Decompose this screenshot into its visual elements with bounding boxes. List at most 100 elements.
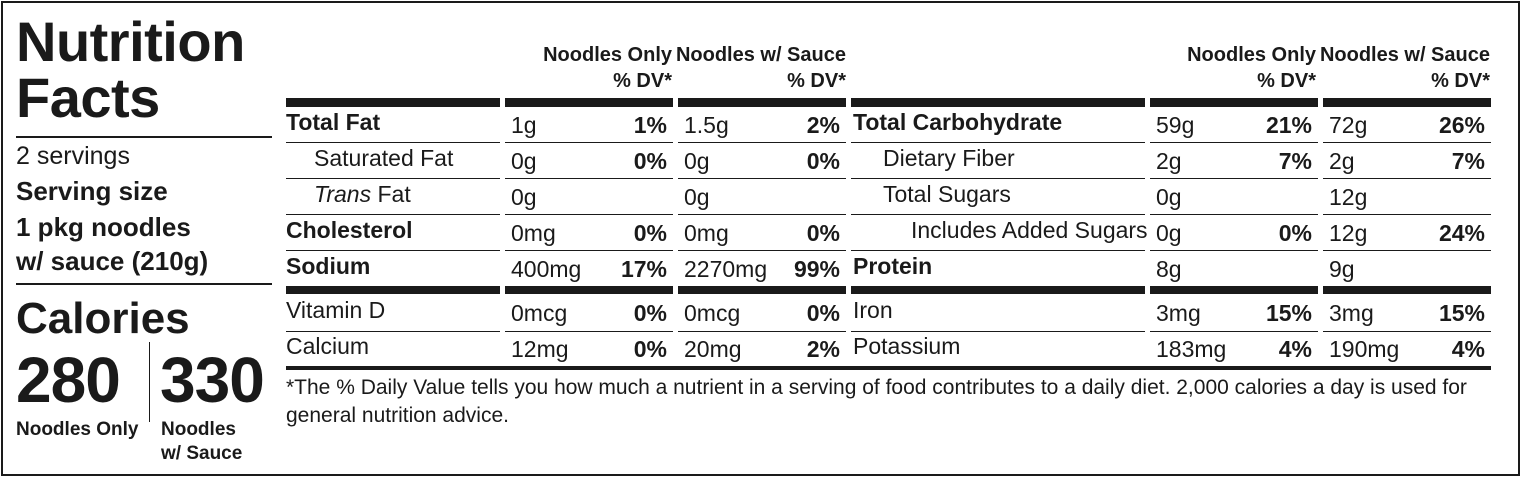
daily-value-percent: 15% [1438,300,1485,326]
header-right-col1-line1: Noodles Only [1187,44,1316,66]
nutrient-name: Sodium [286,253,371,279]
row-divider [505,142,673,143]
bar-mid-l3 [678,286,846,294]
daily-value-percent: 4% [1278,336,1312,362]
row-divider [851,178,1145,179]
calories-label-2a: Noodles [161,419,236,440]
calories-divider [149,342,150,422]
nutrient-amount: 2g [1156,148,1182,174]
bar-bottom [286,366,1491,370]
nutrient-name-rest: Fat [371,181,411,207]
nutrient-amount: 12g [1329,184,1368,210]
daily-value-percent: 21% [1265,112,1312,138]
row-divider [851,250,1145,251]
row-divider [851,142,1145,143]
title-line-2: Facts [16,66,160,129]
nutrient-amount: 0g [511,148,537,174]
daily-value-percent: 0% [806,148,840,174]
header-left-col2: Noodles w/ Sauce % DV* [672,42,846,94]
nutrient-amount: 1g [511,112,537,138]
calories-label-1a: Noodles Only [16,419,139,440]
row-divider [851,214,1145,215]
header-right-col2-line1: Noodles w/ Sauce [1319,44,1490,66]
daily-value-percent: 0% [806,220,840,246]
bar-mid-l1 [286,286,500,294]
nutrient-name: Dietary Fiber [883,145,1015,171]
calories-noodles-sauce: 330 [160,344,265,416]
row-divider [1323,214,1491,215]
nutrient-amount: 59g [1156,112,1195,138]
nutrient-name: Saturated Fat [314,145,454,171]
nutrient-name: Protein [853,253,933,279]
label-title: Nutrition Facts [16,14,272,126]
daily-value-percent: 17% [620,256,667,282]
nutrient-name: Cholesterol [286,217,413,243]
row-divider [678,178,846,179]
header-left-col2-line1: Noodles w/ Sauce [675,44,846,66]
calories-noodles-only-label: Noodles Only [16,418,138,442]
row-divider [1150,214,1318,215]
nutrient-amount: 0g [511,184,537,210]
header-left-col1-line2: % DV* [613,70,672,92]
nutrient-amount: 1.5g [684,112,729,138]
nutrient-amount: 3mg [1329,300,1374,326]
nutrient-amount: 0g [684,184,710,210]
nutrient-amount: 3mg [1156,300,1201,326]
daily-value-percent: 0% [633,220,667,246]
daily-value-percent: 1% [633,112,667,138]
nutrient-amount: 2270mg [684,256,768,282]
row-divider [1150,250,1318,251]
header-right-col1-line2: % DV* [1257,70,1316,92]
row-divider [1323,331,1491,332]
header-left-col1: Noodles Only % DV* [500,42,672,94]
row-divider [1323,142,1491,143]
calories-noodles-only: 280 [16,344,121,416]
nutrient-name: Vitamin D [286,297,386,323]
nutrient-amount: 0g [1156,220,1182,246]
row-divider [851,331,1145,332]
daily-value-percent: 2% [806,112,840,138]
title-rule [16,136,272,138]
nutrient-amount: 20mg [684,336,742,362]
bar-mid-r1 [851,286,1145,294]
header-left-col2-line2: % DV* [787,70,846,92]
row-divider [505,214,673,215]
nutrient-name: Potassium [853,333,961,359]
row-divider [1150,331,1318,332]
row-divider [678,214,846,215]
row-divider [1323,178,1491,179]
row-divider [286,250,500,251]
nutrient-name: Total Fat [286,109,381,135]
daily-value-percent: 26% [1438,112,1485,138]
daily-value-percent: 24% [1438,220,1485,246]
row-divider [505,250,673,251]
row-divider [286,214,500,215]
nutrient-name: Total Sugars [883,181,1011,207]
nutrient-amount: 190mg [1329,336,1400,362]
bar-top-l3 [678,98,846,107]
header-left-col1-line1: Noodles Only [543,44,672,66]
daily-value-percent: 0% [633,336,667,362]
row-divider [286,142,500,143]
daily-value-percent: 7% [1278,148,1312,174]
row-divider [678,331,846,332]
daily-value-percent: 0% [806,300,840,326]
daily-value-percent: 2% [806,336,840,362]
servings-per-container: 2 servings [16,142,130,170]
bar-mid-r3 [1323,286,1491,294]
nutrient-amount: 2g [1329,148,1355,174]
daily-value-percent: 0% [633,148,667,174]
nutrient-amount: 12g [1329,220,1368,246]
nutrient-amount: 400mg [511,256,582,282]
row-divider [286,331,500,332]
nutrient-amount: 0mcg [511,300,568,326]
nutrient-name: Trans Fat [314,179,411,209]
nutrient-amount: 0mcg [684,300,741,326]
nutrient-name: Includes Added Sugars [911,217,1148,243]
serving-size-value: 1 pkg noodles w/ sauce (210g) [16,210,272,278]
serving-size-label: Serving size [16,176,168,206]
row-divider [1150,142,1318,143]
bar-mid-r2 [1150,286,1318,294]
bar-top-r2 [1150,98,1318,107]
bar-top-l1 [286,98,500,107]
